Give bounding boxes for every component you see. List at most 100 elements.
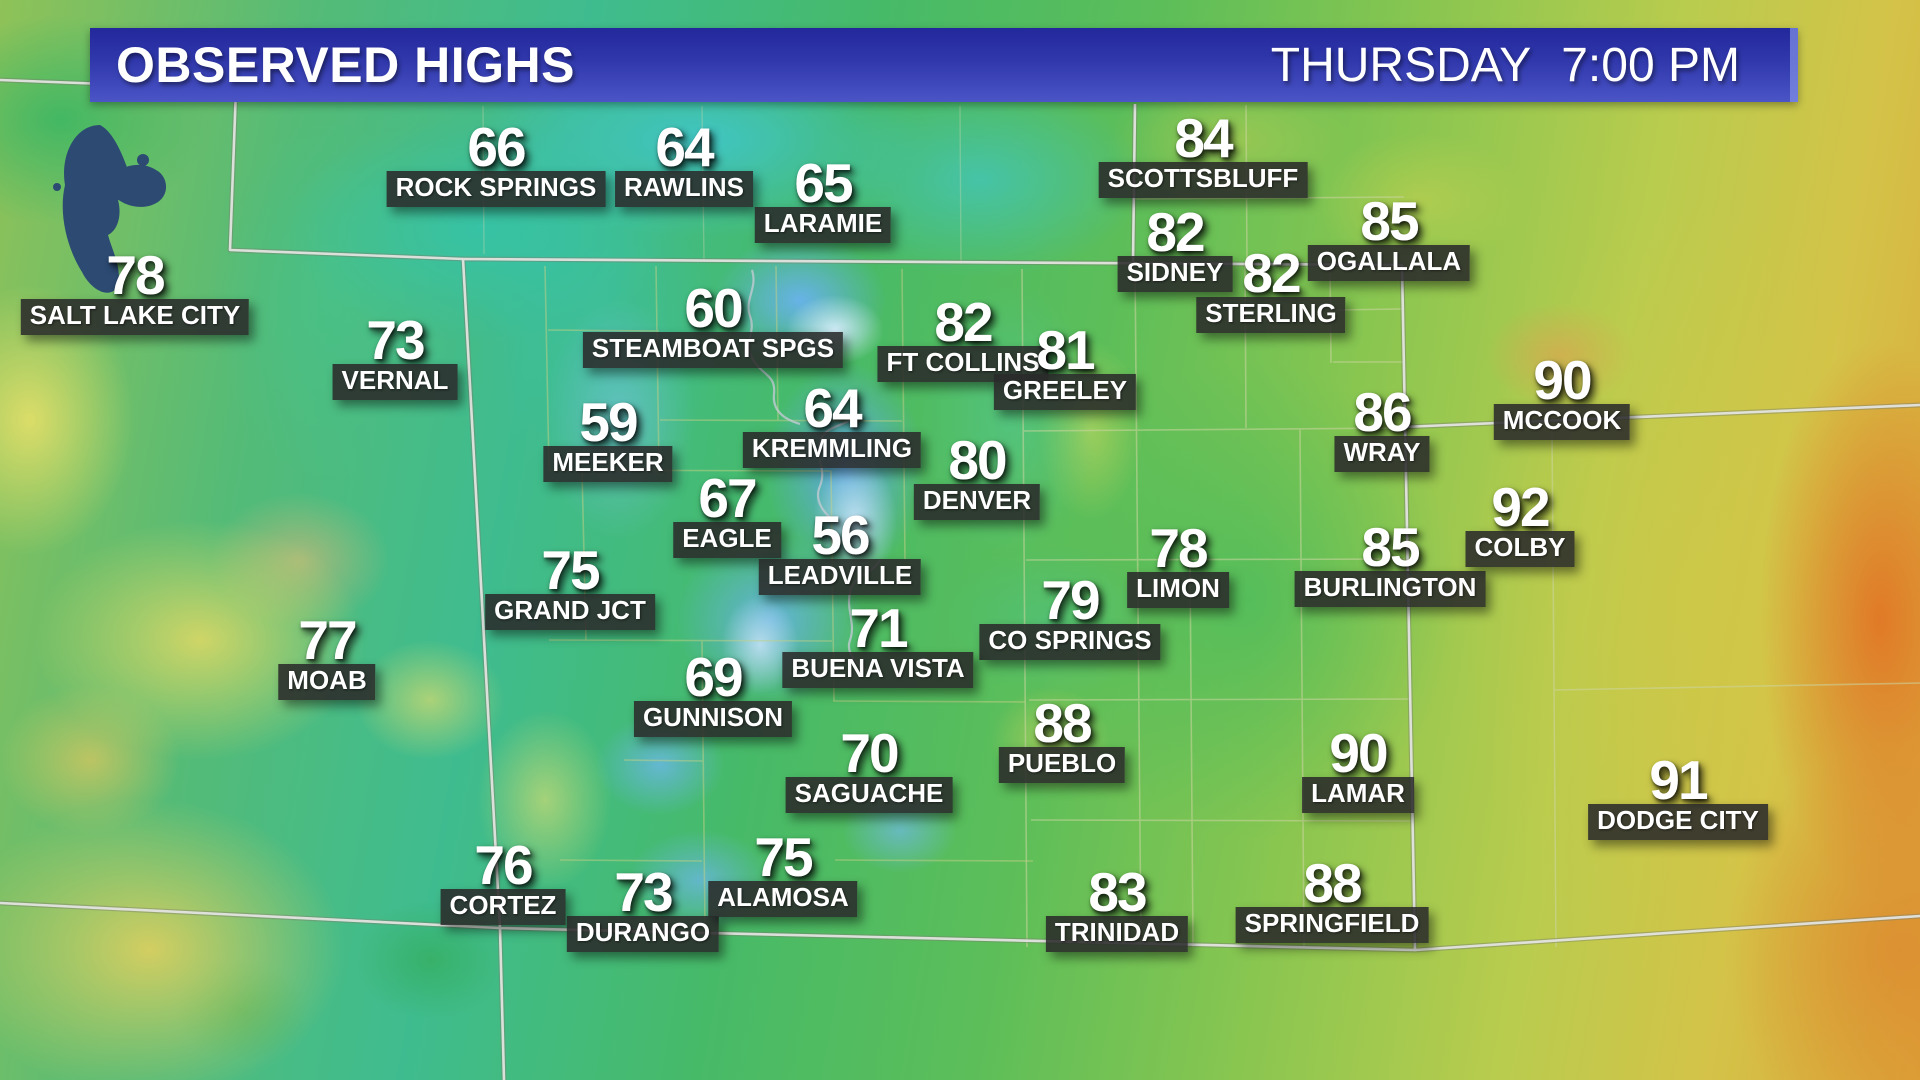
station-temperature: 79 bbox=[1041, 569, 1100, 631]
title-banner: OBSERVED HIGHS THURSDAY 7:00 PM bbox=[90, 28, 1798, 102]
station-city-label: EAGLE bbox=[673, 522, 781, 559]
station-temperature: 88 bbox=[1033, 692, 1092, 754]
station-temperature: 84 bbox=[1174, 107, 1233, 169]
station-city-label: CORTEZ bbox=[440, 889, 566, 926]
station-city-label: LIMON bbox=[1127, 572, 1229, 609]
station: 78 LIMON bbox=[1127, 517, 1229, 609]
banner-datetime: THURSDAY 7:00 PM bbox=[1271, 38, 1790, 93]
station-temperature: 66 bbox=[467, 116, 526, 178]
station-temperature: 81 bbox=[1036, 319, 1095, 381]
station-temperature: 85 bbox=[1360, 190, 1419, 252]
station-city-label: MCCOOK bbox=[1493, 404, 1631, 441]
station-temperature: 75 bbox=[754, 826, 813, 888]
station-city-label: SAGUACHE bbox=[785, 777, 953, 814]
station-temperature: 70 bbox=[840, 722, 899, 784]
station-city-label: LEADVILLE bbox=[758, 559, 922, 596]
station: 73 VERNAL bbox=[332, 309, 458, 401]
station-temperature: 73 bbox=[614, 861, 673, 923]
station-temperature: 76 bbox=[474, 834, 533, 896]
station-city-label: SIDNEY bbox=[1117, 256, 1233, 293]
station-city-label: ROCK SPRINGS bbox=[386, 171, 606, 208]
station-temperature: 88 bbox=[1303, 852, 1362, 914]
station: 77 MOAB bbox=[278, 612, 376, 701]
station-temperature: 60 bbox=[684, 277, 743, 339]
station-temperature: 69 bbox=[684, 646, 743, 708]
station: 90 MCCOOK bbox=[1493, 352, 1631, 441]
station-city-label: KREMMLING bbox=[742, 432, 922, 469]
station-city-label: SALT LAKE CITY bbox=[20, 299, 250, 336]
station-temperature: 67 bbox=[698, 467, 757, 529]
banner-title: OBSERVED HIGHS bbox=[116, 37, 575, 93]
station-city-label: TRINIDAD bbox=[1045, 916, 1189, 953]
station: 81 GREELEY bbox=[993, 319, 1137, 411]
station: 82 STERLING bbox=[1196, 242, 1346, 334]
utah-arizona-border bbox=[0, 901, 501, 930]
station-temperature: 91 bbox=[1649, 749, 1708, 811]
station: 75 ALAMOSA bbox=[708, 826, 858, 918]
station-city-label: MEEKER bbox=[543, 446, 673, 483]
station: 65 LARAMIE bbox=[754, 152, 892, 244]
station-temperature: 82 bbox=[1242, 242, 1301, 304]
station-city-label: LARAMIE bbox=[754, 207, 892, 244]
station: 76 CORTEZ bbox=[440, 834, 566, 926]
station: 73 DURANGO bbox=[566, 861, 720, 953]
arizona-newmexico-border bbox=[498, 927, 506, 1080]
station: 82 FT COLLINS bbox=[877, 291, 1049, 383]
station-temperature: 64 bbox=[803, 377, 862, 439]
station: 78 SALT LAKE CITY bbox=[20, 247, 250, 336]
station: 85 OGALLALA bbox=[1307, 190, 1471, 282]
great-salt-lake bbox=[53, 125, 167, 293]
station-city-label: DURANGO bbox=[566, 916, 720, 953]
station: 71 BUENA VISTA bbox=[782, 597, 974, 689]
station-temperature: 90 bbox=[1329, 722, 1388, 784]
station-city-label: VERNAL bbox=[332, 364, 458, 401]
station: 56 LEADVILLE bbox=[758, 507, 922, 596]
station-temperature: 92 bbox=[1491, 476, 1550, 538]
station-city-label: STERLING bbox=[1196, 297, 1346, 334]
station-city-label: SCOTTSBLUFF bbox=[1098, 162, 1308, 199]
station-temperature: 83 bbox=[1088, 861, 1147, 923]
station-temperature: 73 bbox=[366, 309, 425, 371]
station-city-label: PUEBLO bbox=[998, 747, 1126, 784]
station-city-label: OGALLALA bbox=[1307, 245, 1471, 282]
station-city-label: CO SPRINGS bbox=[979, 624, 1161, 661]
station-city-label: MOAB bbox=[278, 664, 376, 701]
station: 88 PUEBLO bbox=[998, 692, 1126, 784]
station: 86 WRAY bbox=[1334, 384, 1430, 473]
station: 75 GRAND JCT bbox=[485, 539, 655, 631]
station-city-label: DODGE CITY bbox=[1588, 804, 1768, 841]
station: 92 COLBY bbox=[1465, 476, 1575, 568]
station: 67 EAGLE bbox=[673, 467, 781, 559]
station-temperature: 65 bbox=[794, 152, 853, 214]
station-city-label: SPRINGFIELD bbox=[1235, 907, 1429, 944]
station-city-label: RAWLINS bbox=[615, 171, 753, 208]
station: 84 SCOTTSBLUFF bbox=[1098, 107, 1308, 199]
nebraska-kansas-border bbox=[1402, 403, 1920, 429]
station-city-label: GUNNISON bbox=[633, 701, 793, 738]
station-temperature: 85 bbox=[1361, 516, 1420, 578]
banner-day: THURSDAY bbox=[1270, 38, 1532, 92]
station-temperature: 71 bbox=[849, 597, 908, 659]
station-temperature: 82 bbox=[1146, 201, 1205, 263]
station-city-label: BURLINGTON bbox=[1294, 571, 1486, 608]
station: 64 KREMMLING bbox=[742, 377, 922, 469]
station: 91 DODGE CITY bbox=[1588, 749, 1768, 841]
kansas-oklahoma-border bbox=[1414, 914, 1920, 952]
station-city-label: LAMAR bbox=[1302, 777, 1414, 814]
station-city-label: GREELEY bbox=[993, 374, 1137, 411]
station: 59 MEEKER bbox=[543, 394, 673, 483]
station: 70 SAGUACHE bbox=[785, 722, 953, 814]
station: 90 LAMAR bbox=[1302, 722, 1414, 814]
station: 85 BURLINGTON bbox=[1294, 516, 1486, 608]
station: 66 ROCK SPRINGS bbox=[386, 116, 606, 208]
station-temperature: 75 bbox=[541, 539, 600, 601]
station: 79 CO SPRINGS bbox=[979, 569, 1161, 661]
station-temperature: 82 bbox=[934, 291, 993, 353]
station-temperature: 78 bbox=[1149, 517, 1208, 579]
station: 69 GUNNISON bbox=[633, 646, 793, 738]
station-temperature: 80 bbox=[948, 429, 1007, 491]
station-city-label: GRAND JCT bbox=[485, 594, 655, 631]
